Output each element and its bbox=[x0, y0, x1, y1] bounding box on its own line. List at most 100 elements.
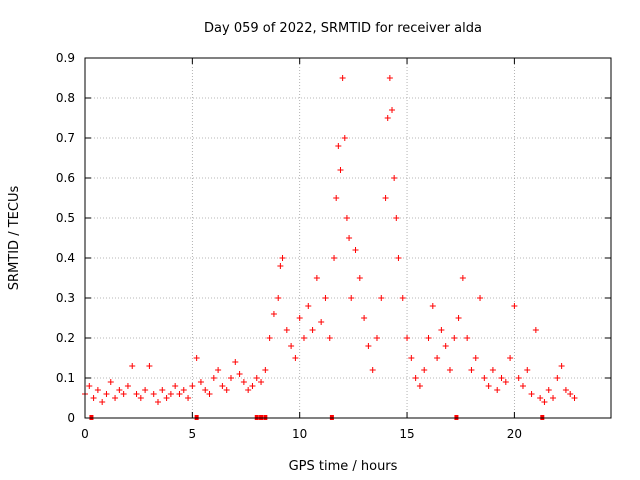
data-point bbox=[532, 327, 539, 333]
data-point bbox=[515, 375, 522, 381]
data-point bbox=[245, 387, 252, 393]
data-point bbox=[468, 367, 475, 373]
data-point bbox=[502, 379, 509, 385]
data-point bbox=[339, 75, 346, 81]
data-point bbox=[459, 275, 466, 281]
data-point bbox=[384, 115, 391, 121]
data-point bbox=[541, 399, 548, 405]
y-axis-title: SRMTID / TECUs bbox=[7, 186, 22, 291]
y-tick-label: 0.4 bbox=[56, 251, 75, 265]
data-point bbox=[524, 367, 531, 373]
data-point bbox=[219, 383, 226, 389]
x-axis-title: GPS time / hours bbox=[289, 459, 398, 474]
data-point bbox=[172, 383, 179, 389]
data-point bbox=[86, 383, 93, 389]
data-point bbox=[558, 363, 565, 369]
data-point bbox=[277, 263, 284, 269]
data-point bbox=[94, 387, 101, 393]
data-point bbox=[202, 387, 209, 393]
data-point bbox=[571, 395, 578, 401]
data-point bbox=[346, 235, 353, 241]
data-point bbox=[507, 355, 514, 361]
data-point bbox=[331, 255, 338, 261]
data-point bbox=[163, 395, 170, 401]
data-point bbox=[348, 295, 355, 301]
data-point bbox=[313, 275, 320, 281]
data-point bbox=[404, 335, 411, 341]
data-point bbox=[425, 335, 432, 341]
data-point bbox=[386, 75, 393, 81]
data-point bbox=[159, 387, 166, 393]
data-point bbox=[511, 303, 518, 309]
data-point bbox=[438, 327, 445, 333]
data-point bbox=[142, 387, 149, 393]
data-point bbox=[232, 359, 239, 365]
y-tick-label: 0.2 bbox=[56, 331, 75, 345]
data-point bbox=[176, 391, 183, 397]
data-point bbox=[352, 247, 359, 253]
data-point bbox=[288, 343, 295, 349]
y-tick-label: 0.1 bbox=[56, 371, 75, 385]
data-point bbox=[455, 315, 462, 321]
y-tick-label: 0.3 bbox=[56, 291, 75, 305]
data-point bbox=[206, 391, 213, 397]
data-point bbox=[305, 303, 312, 309]
data-point bbox=[116, 387, 123, 393]
data-point bbox=[373, 335, 380, 341]
data-point bbox=[197, 379, 204, 385]
data-point bbox=[489, 367, 496, 373]
data-point bbox=[434, 355, 441, 361]
data-point bbox=[90, 395, 97, 401]
data-point bbox=[481, 375, 488, 381]
data-points bbox=[82, 75, 578, 405]
data-point bbox=[395, 255, 402, 261]
data-point bbox=[227, 375, 234, 381]
data-point bbox=[391, 175, 398, 181]
data-point bbox=[335, 143, 342, 149]
data-point bbox=[253, 375, 260, 381]
data-point bbox=[442, 343, 449, 349]
x-tick-label: 5 bbox=[189, 427, 197, 441]
data-point bbox=[421, 367, 428, 373]
data-point bbox=[266, 335, 273, 341]
data-point bbox=[120, 391, 127, 397]
data-point bbox=[309, 327, 316, 333]
data-point bbox=[322, 295, 329, 301]
data-point bbox=[236, 371, 243, 377]
data-point bbox=[464, 335, 471, 341]
data-point bbox=[567, 391, 574, 397]
data-point bbox=[382, 195, 389, 201]
data-point bbox=[133, 391, 140, 397]
data-point bbox=[361, 315, 368, 321]
data-point bbox=[451, 335, 458, 341]
y-tick-label: 0.8 bbox=[56, 91, 75, 105]
data-point bbox=[180, 387, 187, 393]
data-point bbox=[300, 335, 307, 341]
data-point bbox=[378, 295, 385, 301]
data-point bbox=[296, 315, 303, 321]
data-point bbox=[223, 387, 230, 393]
data-point bbox=[408, 355, 415, 361]
data-point bbox=[185, 395, 192, 401]
data-point bbox=[429, 303, 436, 309]
y-tick-label: 0.6 bbox=[56, 171, 75, 185]
data-point bbox=[107, 379, 114, 385]
data-point bbox=[365, 343, 372, 349]
data-point bbox=[318, 319, 325, 325]
data-point bbox=[167, 391, 174, 397]
data-point bbox=[472, 355, 479, 361]
plot-area-border bbox=[84, 57, 612, 419]
x-tick-label: 15 bbox=[399, 427, 414, 441]
data-point bbox=[393, 215, 400, 221]
data-point bbox=[240, 379, 247, 385]
data-point bbox=[193, 355, 200, 361]
data-point bbox=[337, 167, 344, 173]
y-tick-label: 0 bbox=[67, 411, 75, 425]
x-tick-label: 20 bbox=[507, 427, 522, 441]
data-point bbox=[477, 295, 484, 301]
data-point bbox=[262, 367, 269, 373]
data-point bbox=[137, 395, 144, 401]
data-point bbox=[494, 387, 501, 393]
data-point bbox=[215, 367, 222, 373]
